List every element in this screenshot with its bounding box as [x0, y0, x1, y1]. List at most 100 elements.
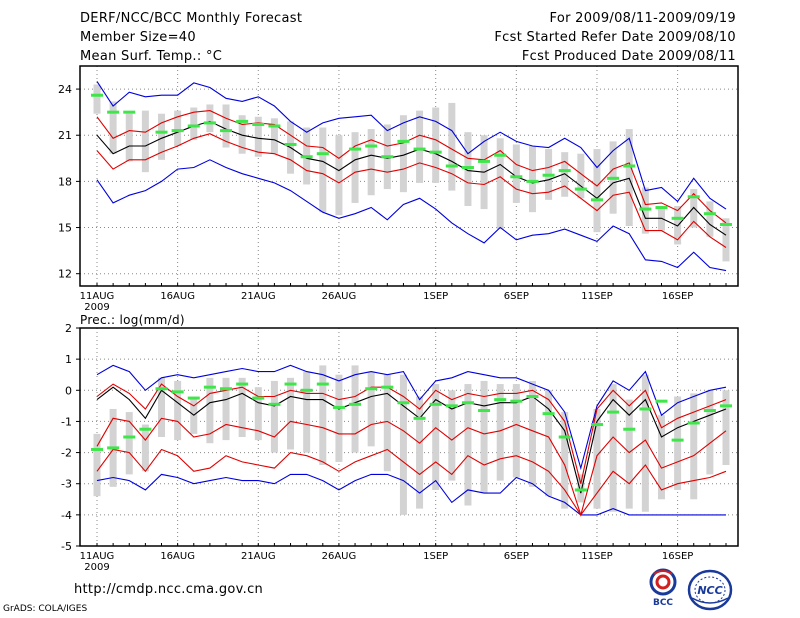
- prec-observed-marker: [365, 387, 378, 391]
- temp-observed-marker: [510, 175, 523, 179]
- grads-credit: GrADS: COLA/IGES: [3, 604, 88, 614]
- prec-red-lowest-line: [96, 448, 727, 516]
- temp-observed-marker: [639, 207, 652, 211]
- temp-observed-marker: [526, 179, 539, 183]
- prec-spread-bar: [561, 412, 569, 509]
- prec-median-line: [96, 386, 727, 494]
- prec-y-tick-label: -3: [61, 478, 72, 491]
- temp-observed-marker: [607, 176, 620, 180]
- temp-x-year-label: 2009: [84, 302, 109, 313]
- prec-spread-bar: [416, 396, 424, 509]
- temp-spread-bar: [367, 129, 375, 196]
- temp-spread-bar: [593, 149, 601, 233]
- temp-observed-marker: [236, 119, 249, 123]
- prec-observed-marker: [687, 421, 700, 425]
- prec-spread-bar: [528, 380, 536, 487]
- prec-spread-bar: [141, 424, 149, 472]
- temp-observed-marker: [429, 150, 442, 154]
- temp-observed-marker: [478, 159, 491, 163]
- prec-spread-bar: [303, 371, 311, 453]
- variable-label: Mean Surf. Temp.: °C: [80, 49, 223, 64]
- temp-spread-bar: [448, 102, 456, 191]
- prec-observed-marker: [461, 401, 474, 405]
- prec-spread-bar: [335, 374, 343, 462]
- temp-spread-bar: [625, 129, 633, 226]
- member-size: Member Size=40: [80, 30, 196, 45]
- fcst-produced-date: Fcst Produced Date 2009/08/11: [521, 49, 736, 64]
- prec-red-lower-line: [96, 417, 727, 517]
- prec-spread-bar: [480, 380, 488, 494]
- prec-spread-bar: [674, 396, 682, 490]
- temp-panel: 12 15 18 21 24 11AUG 16AUG 21AUG 26AUG 1SEP 6SEP 11…: [58, 65, 739, 313]
- prec-spread-bar: [238, 377, 246, 437]
- temp-observed-marker: [155, 130, 168, 134]
- temp-x-tick-label: 1SEP: [423, 291, 448, 302]
- temp-x-tick-label: 21AUG: [241, 291, 276, 302]
- prec-observed-marker: [478, 409, 491, 413]
- temp-observed-marker: [349, 147, 362, 151]
- prec-observed-marker: [574, 488, 587, 492]
- temp-observed-marker: [187, 124, 200, 128]
- temp-spread-bar: [158, 113, 166, 160]
- prec-observed-marker: [445, 404, 458, 408]
- temp-spread-bar: [464, 132, 472, 206]
- temp-spread-bar: [174, 110, 182, 146]
- prec-spread-bar: [464, 384, 472, 506]
- temp-observed-marker: [365, 144, 378, 148]
- prec-observed-marker: [720, 404, 732, 408]
- prec-y-tick-label: 1: [65, 353, 72, 366]
- source-url[interactable]: http://cmdp.ncc.cma.gov.cn: [74, 582, 264, 597]
- temp-spread-bar: [109, 101, 117, 154]
- prec-spread-bar: [383, 374, 391, 472]
- temp-observed-marker: [445, 164, 458, 168]
- prec-blue-upper-line: [96, 364, 727, 471]
- temp-observed-marker: [220, 129, 233, 133]
- temp-spread-bar: [319, 127, 327, 213]
- prec-spread-bar: [206, 377, 214, 444]
- prec-spread-bar: [690, 393, 698, 500]
- temp-spread-bar: [93, 84, 101, 114]
- prec-observed-marker: [655, 399, 668, 403]
- fcst-started-date: Fcst Started Refer Date 2009/08/10: [494, 30, 736, 45]
- prec-observed-marker: [413, 416, 426, 420]
- prec-observed-marker: [623, 427, 636, 431]
- prec-observed-marker: [187, 396, 200, 400]
- prec-y-tick-label: 2: [65, 322, 72, 335]
- prec-spread-bar: [351, 365, 359, 453]
- prec-spread-bar: [399, 374, 407, 515]
- temp-observed-marker: [558, 169, 571, 173]
- temp-red-upper-line: [96, 110, 727, 224]
- temp-observed-marker: [655, 206, 668, 210]
- prec-observed-marker: [155, 387, 168, 391]
- prec-observed-marker: [607, 410, 620, 414]
- prec-spread-bar: [706, 390, 714, 475]
- prec-spread-bar: [125, 412, 133, 475]
- temp-blue-upper-line: [96, 81, 727, 210]
- prec-blue-lower-line: [96, 473, 726, 516]
- prec-spread-bar: [432, 384, 440, 490]
- temp-observed-marker: [413, 147, 426, 151]
- prec-spread-bar: [319, 365, 327, 466]
- temp-spread-bar: [190, 107, 198, 140]
- temp-spread-bar: [416, 110, 424, 183]
- prec-observed-marker: [558, 435, 571, 439]
- ncc-logo-text: NCC: [697, 584, 722, 597]
- prec-observed-marker: [542, 412, 555, 416]
- ncc-logo: NCC: [687, 569, 733, 611]
- temp-spread-bar: [432, 107, 440, 183]
- prec-observed-marker: [671, 438, 684, 442]
- temp-observed-marker: [461, 166, 474, 170]
- temp-observed-marker: [542, 173, 555, 177]
- temp-x-tick-label: 6SEP: [504, 291, 529, 302]
- temp-observed-marker: [381, 155, 394, 159]
- prec-observed-marker: [139, 427, 152, 431]
- prec-x-tick-label: 26AUG: [322, 551, 357, 562]
- prec-observed-marker: [494, 398, 507, 402]
- prec-spread-bar: [448, 390, 456, 481]
- prec-observed-marker: [91, 447, 103, 451]
- forecast-period: For 2009/08/11-2009/09/19: [549, 11, 736, 26]
- temp-spread-bar: [125, 113, 133, 162]
- temp-observed-marker: [687, 195, 700, 199]
- temp-x-tick-label: 11SEP: [581, 291, 612, 302]
- prec-plot-frame: [79, 327, 739, 547]
